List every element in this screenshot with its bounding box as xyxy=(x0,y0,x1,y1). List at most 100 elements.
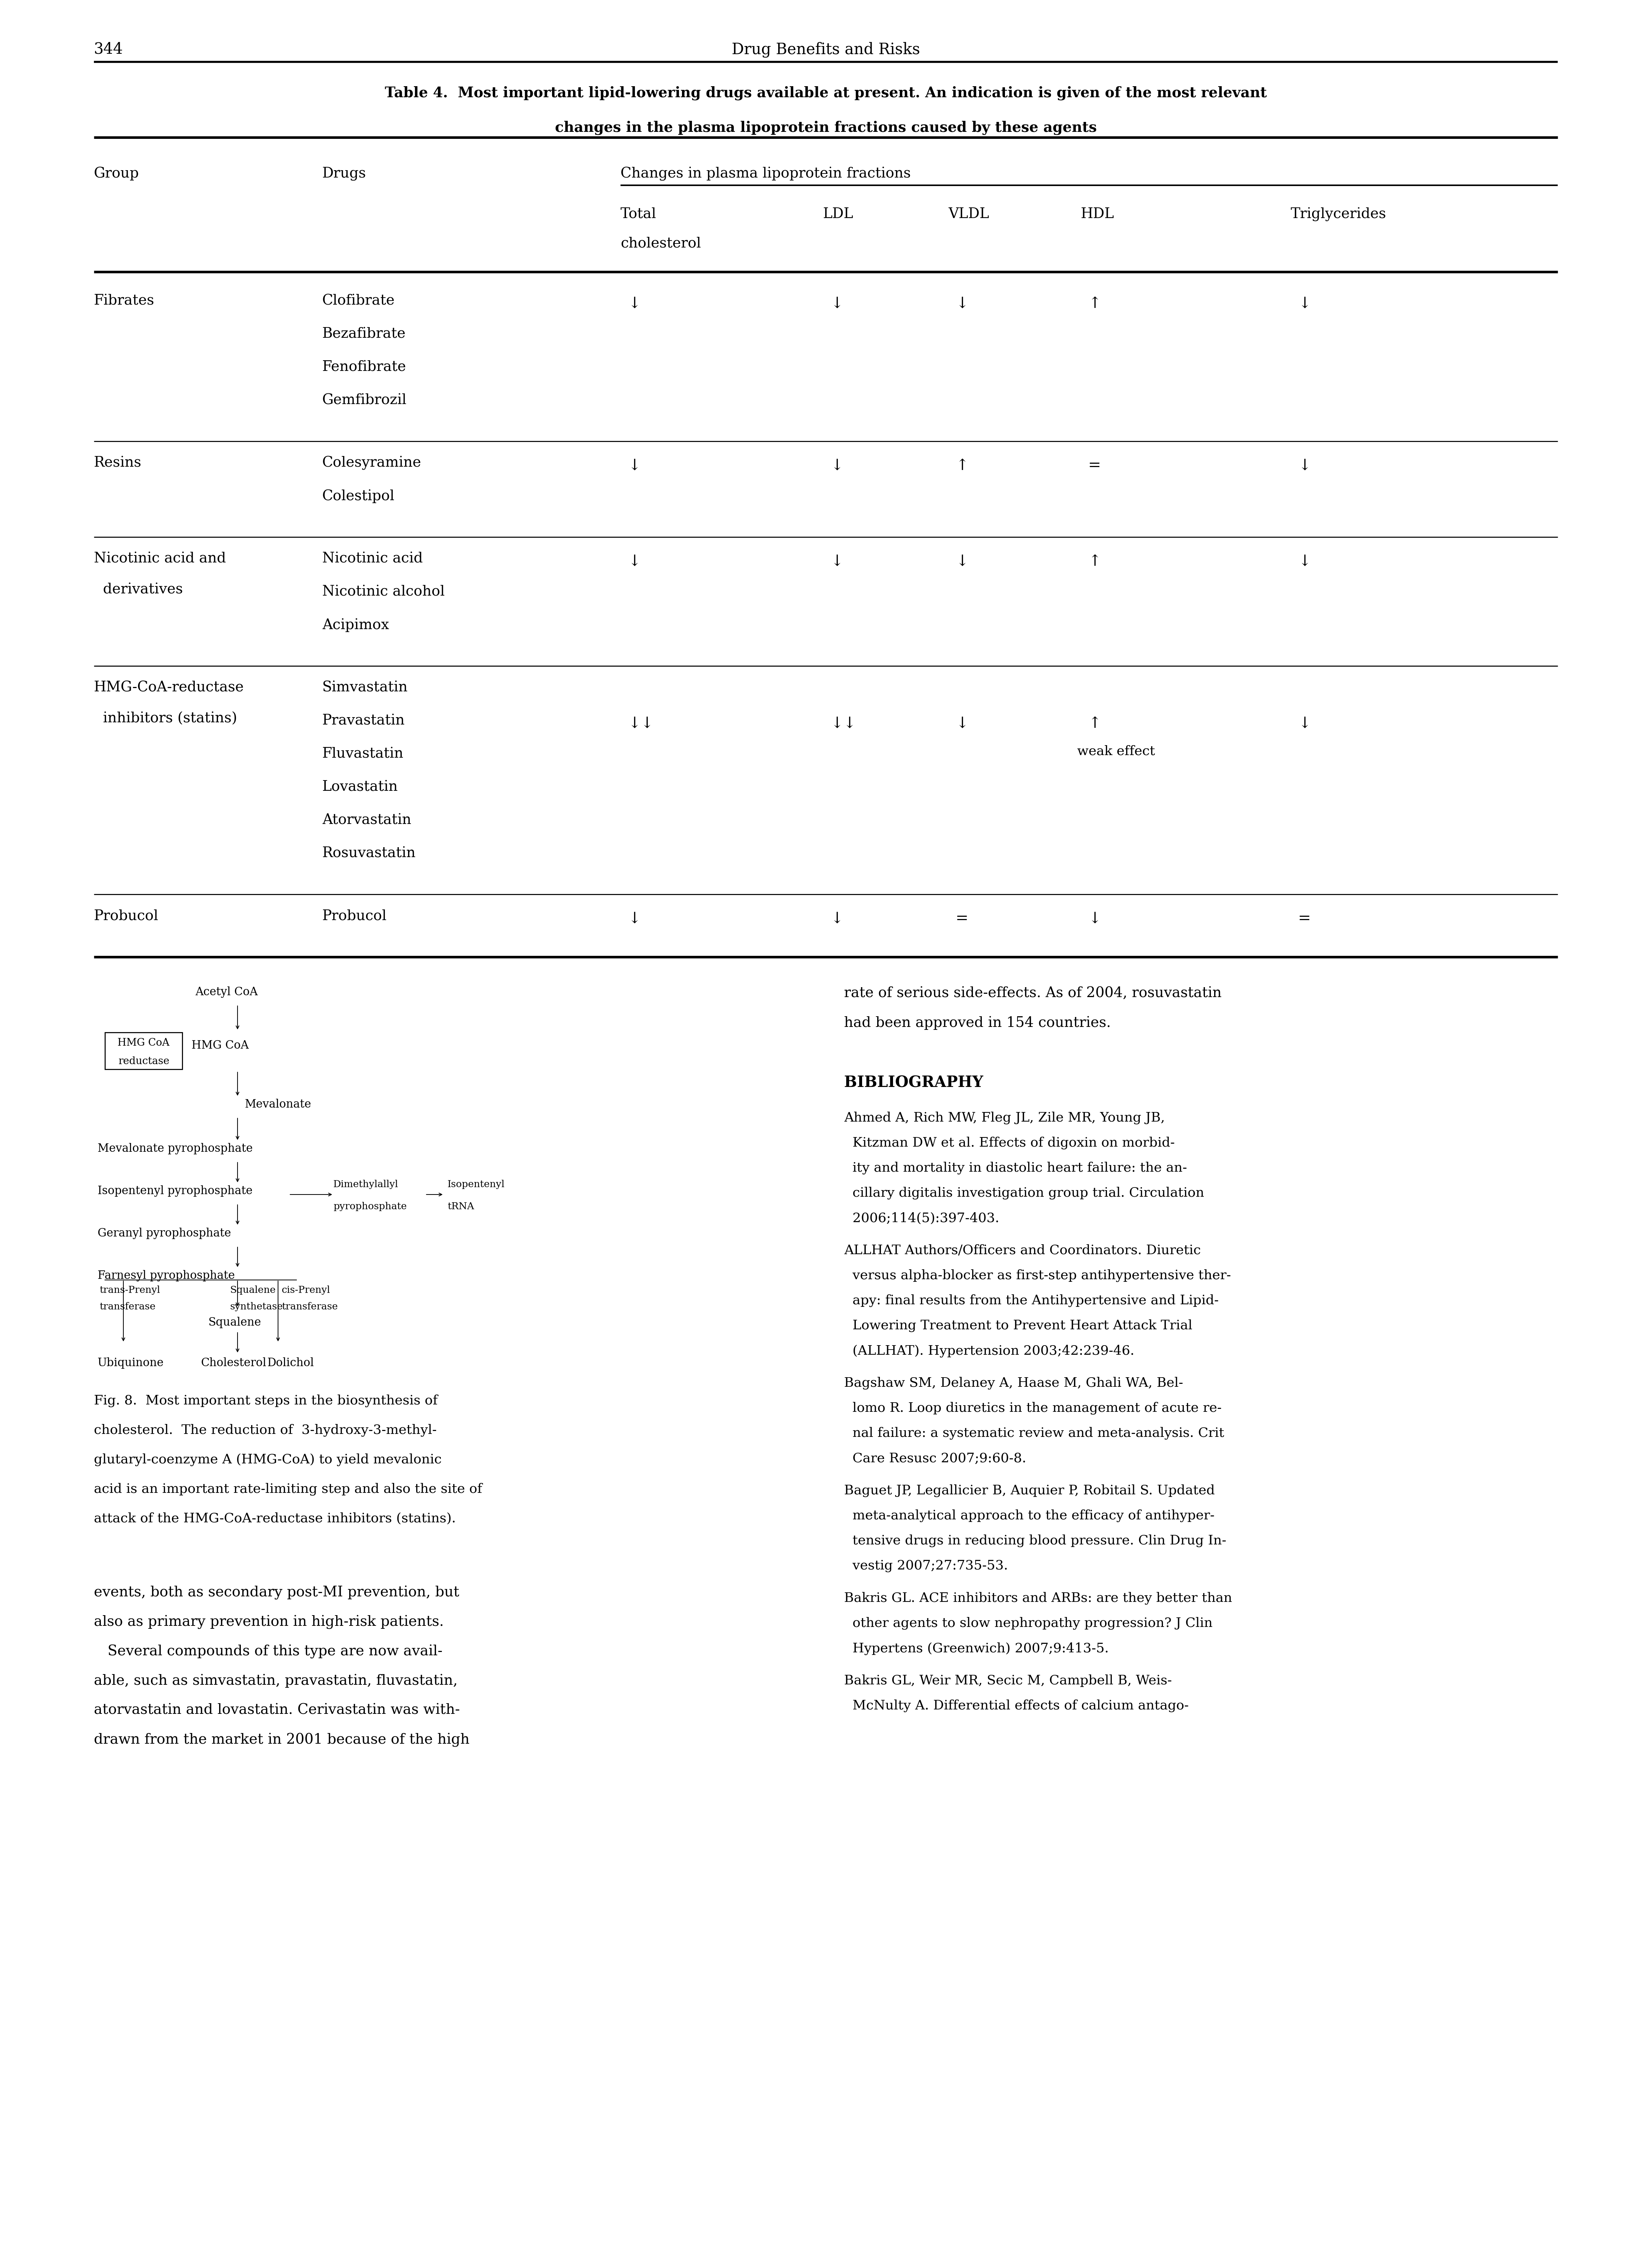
Text: ↓↓: ↓↓ xyxy=(628,716,654,732)
Text: transferase: transferase xyxy=(99,1301,155,1310)
Text: ↓: ↓ xyxy=(1298,553,1312,569)
Text: Changes in plasma lipoprotein fractions: Changes in plasma lipoprotein fractions xyxy=(621,167,910,181)
Text: ↑: ↑ xyxy=(955,459,968,474)
Text: Probucol: Probucol xyxy=(322,908,387,922)
Text: drawn from the market in 2001 because of the high: drawn from the market in 2001 because of… xyxy=(94,1733,469,1746)
Text: ↓: ↓ xyxy=(628,459,641,474)
Text: Acipimox: Acipimox xyxy=(322,619,390,633)
Text: ↓: ↓ xyxy=(831,910,843,926)
Text: Several compounds of this type are now avail-: Several compounds of this type are now a… xyxy=(94,1645,443,1658)
Text: vestig 2007;27:735-53.: vestig 2007;27:735-53. xyxy=(844,1559,1008,1572)
Text: cholesterol.  The reduction of  3-hydroxy-3-methyl-: cholesterol. The reduction of 3-hydroxy-… xyxy=(94,1423,436,1437)
Text: ↓: ↓ xyxy=(1298,459,1312,474)
Text: Drugs: Drugs xyxy=(322,167,367,181)
Text: Group: Group xyxy=(94,167,139,181)
Text: meta-analytical approach to the efficacy of antihyper-: meta-analytical approach to the efficacy… xyxy=(844,1509,1214,1523)
Text: tensive drugs in reducing blood pressure. Clin Drug In-: tensive drugs in reducing blood pressure… xyxy=(844,1534,1226,1547)
Text: Dimethylallyl: Dimethylallyl xyxy=(334,1179,398,1188)
Text: Hypertens (Greenwich) 2007;9:413-5.: Hypertens (Greenwich) 2007;9:413-5. xyxy=(844,1642,1108,1656)
Text: changes in the plasma lipoprotein fractions caused by these agents: changes in the plasma lipoprotein fracti… xyxy=(555,120,1097,136)
Text: Bakris GL, Weir MR, Secic M, Campbell B, Weis-: Bakris GL, Weir MR, Secic M, Campbell B,… xyxy=(844,1674,1171,1687)
Text: ↑: ↑ xyxy=(1089,716,1100,732)
Text: Bakris GL. ACE inhibitors and ARBs: are they better than: Bakris GL. ACE inhibitors and ARBs: are … xyxy=(844,1593,1232,1604)
Text: ↓: ↓ xyxy=(628,553,641,569)
Text: ↓: ↓ xyxy=(955,716,968,732)
Text: 344: 344 xyxy=(94,41,124,56)
Text: Fenofibrate: Fenofibrate xyxy=(322,359,406,373)
Text: Isopentenyl pyrophosphate: Isopentenyl pyrophosphate xyxy=(97,1186,253,1197)
Text: inhibitors (statins): inhibitors (statins) xyxy=(94,712,238,725)
Text: Resins: Resins xyxy=(94,456,142,470)
Text: Baguet JP, Legallicier B, Auquier P, Robitail S. Updated: Baguet JP, Legallicier B, Auquier P, Rob… xyxy=(844,1484,1214,1498)
Text: Probucol: Probucol xyxy=(94,908,159,922)
Text: ↓: ↓ xyxy=(955,296,968,312)
Text: McNulty A. Differential effects of calcium antago-: McNulty A. Differential effects of calci… xyxy=(844,1699,1189,1712)
Text: nal failure: a systematic review and meta-analysis. Crit: nal failure: a systematic review and met… xyxy=(844,1428,1224,1439)
Text: glutaryl-coenzyme A (HMG-CoA) to yield mevalonic: glutaryl-coenzyme A (HMG-CoA) to yield m… xyxy=(94,1453,441,1466)
Text: apy: final results from the Antihypertensive and Lipid-: apy: final results from the Antihyperten… xyxy=(844,1294,1219,1308)
Text: acid is an important rate-limiting step and also the site of: acid is an important rate-limiting step … xyxy=(94,1482,482,1495)
Text: Geranyl pyrophosphate: Geranyl pyrophosphate xyxy=(97,1227,231,1240)
Text: HMG CoA: HMG CoA xyxy=(192,1039,249,1050)
Text: ↓: ↓ xyxy=(1089,910,1100,926)
Text: VLDL: VLDL xyxy=(948,208,990,221)
Text: Nicotinic acid: Nicotinic acid xyxy=(322,551,423,565)
Text: ↓: ↓ xyxy=(628,910,641,926)
Text: (ALLHAT). Hypertension 2003;42:239-46.: (ALLHAT). Hypertension 2003;42:239-46. xyxy=(844,1344,1135,1358)
Text: trans-Prenyl: trans-Prenyl xyxy=(99,1285,160,1294)
Text: tRNA: tRNA xyxy=(448,1202,474,1211)
Text: lomo R. Loop diuretics in the management of acute re-: lomo R. Loop diuretics in the management… xyxy=(844,1403,1221,1414)
Text: =: = xyxy=(1298,910,1312,926)
Text: Kitzman DW et al. Effects of digoxin on morbid-: Kitzman DW et al. Effects of digoxin on … xyxy=(844,1136,1175,1150)
Text: Clofibrate: Clofibrate xyxy=(322,294,395,307)
Text: Fig. 8.  Most important steps in the biosynthesis of: Fig. 8. Most important steps in the bios… xyxy=(94,1394,438,1407)
Text: also as primary prevention in high-risk patients.: also as primary prevention in high-risk … xyxy=(94,1615,444,1629)
Text: Fluvastatin: Fluvastatin xyxy=(322,748,403,761)
Text: Farnesyl pyrophosphate: Farnesyl pyrophosphate xyxy=(97,1270,235,1281)
Text: ↓: ↓ xyxy=(831,296,843,312)
Text: ↓: ↓ xyxy=(1298,716,1312,732)
Text: cis-Prenyl: cis-Prenyl xyxy=(282,1285,330,1294)
Text: Acetyl CoA: Acetyl CoA xyxy=(195,987,258,998)
Text: =: = xyxy=(955,910,968,926)
Text: LDL: LDL xyxy=(823,208,854,221)
Text: =: = xyxy=(1089,459,1100,474)
Text: able, such as simvastatin, pravastatin, fluvastatin,: able, such as simvastatin, pravastatin, … xyxy=(94,1674,458,1687)
Text: ↓: ↓ xyxy=(628,296,641,312)
Text: HMG-CoA-reductase: HMG-CoA-reductase xyxy=(94,680,244,694)
Text: Nicotinic alcohol: Nicotinic alcohol xyxy=(322,585,444,599)
Text: Total: Total xyxy=(621,208,656,221)
Text: attack of the HMG-CoA-reductase inhibitors (statins).: attack of the HMG-CoA-reductase inhibito… xyxy=(94,1511,456,1525)
Text: Mevalonate: Mevalonate xyxy=(244,1098,312,1109)
Text: Lovastatin: Lovastatin xyxy=(322,779,398,793)
Text: Colestipol: Colestipol xyxy=(322,490,395,504)
Text: atorvastatin and lovastatin. Cerivastatin was with-: atorvastatin and lovastatin. Cerivastati… xyxy=(94,1703,459,1717)
Text: BIBLIOGRAPHY: BIBLIOGRAPHY xyxy=(844,1075,983,1091)
Text: Rosuvastatin: Rosuvastatin xyxy=(322,847,416,861)
Text: Colesyramine: Colesyramine xyxy=(322,456,421,470)
Text: Drug Benefits and Risks: Drug Benefits and Risks xyxy=(732,41,920,56)
Text: HMG CoA: HMG CoA xyxy=(117,1037,170,1048)
Text: Mevalonate pyrophosphate: Mevalonate pyrophosphate xyxy=(97,1143,253,1154)
Text: Lowering Treatment to Prevent Heart Attack Trial: Lowering Treatment to Prevent Heart Atta… xyxy=(844,1319,1193,1333)
Text: cholesterol: cholesterol xyxy=(621,237,700,251)
Text: ity and mortality in diastolic heart failure: the an-: ity and mortality in diastolic heart fai… xyxy=(844,1161,1188,1175)
Text: Bezafibrate: Bezafibrate xyxy=(322,328,406,341)
Text: synthetase: synthetase xyxy=(230,1301,282,1310)
Text: Gemfibrozil: Gemfibrozil xyxy=(322,393,406,407)
Text: reductase: reductase xyxy=(117,1057,169,1066)
Text: Ahmed A, Rich MW, Fleg JL, Zile MR, Young JB,: Ahmed A, Rich MW, Fleg JL, Zile MR, Youn… xyxy=(844,1111,1165,1125)
Text: had been approved in 154 countries.: had been approved in 154 countries. xyxy=(844,1017,1110,1030)
Text: 2006;114(5):397-403.: 2006;114(5):397-403. xyxy=(844,1211,999,1224)
Text: Dolichol: Dolichol xyxy=(268,1358,314,1369)
Text: events, both as secondary post-MI prevention, but: events, both as secondary post-MI preven… xyxy=(94,1586,459,1599)
Text: derivatives: derivatives xyxy=(94,583,183,596)
Text: rate of serious side-effects. As of 2004, rosuvastatin: rate of serious side-effects. As of 2004… xyxy=(844,987,1221,1001)
Text: Triglycerides: Triglycerides xyxy=(1290,208,1386,221)
Text: weak effect: weak effect xyxy=(1077,745,1155,757)
Text: other agents to slow nephropathy progression? J Clin: other agents to slow nephropathy progres… xyxy=(844,1617,1213,1629)
Text: ↑: ↑ xyxy=(1089,296,1100,312)
Text: ALLHAT Authors/Officers and Coordinators. Diuretic: ALLHAT Authors/Officers and Coordinators… xyxy=(844,1245,1201,1256)
Text: Ubiquinone: Ubiquinone xyxy=(97,1358,164,1369)
Text: Nicotinic acid and: Nicotinic acid and xyxy=(94,551,226,565)
